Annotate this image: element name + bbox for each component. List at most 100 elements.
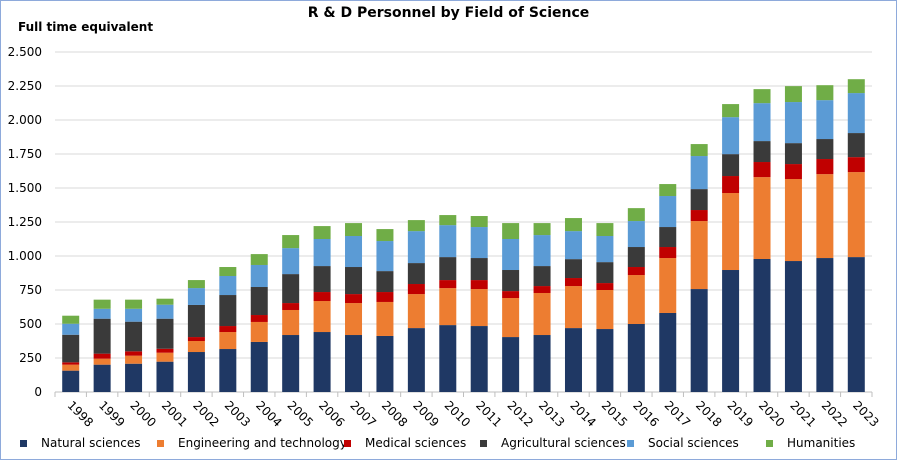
x-tick-label: 2020 bbox=[756, 398, 787, 429]
bar-segment bbox=[282, 335, 300, 392]
bar-segment bbox=[470, 216, 488, 228]
x-tick-label: 2016 bbox=[630, 398, 661, 429]
bar-segment bbox=[313, 332, 331, 392]
bar-segment bbox=[156, 298, 174, 305]
bar-segment bbox=[847, 79, 865, 94]
bar-segment bbox=[722, 270, 740, 392]
x-tick-label: 2002 bbox=[190, 398, 221, 429]
bar-segment bbox=[784, 179, 802, 262]
bar-segment bbox=[219, 326, 237, 333]
legend-label: Engineering and technology bbox=[178, 436, 347, 450]
x-tick-label: 2008 bbox=[379, 398, 410, 429]
bar-segment bbox=[816, 174, 834, 259]
bar-segment bbox=[282, 235, 300, 249]
bar-segment bbox=[784, 261, 802, 392]
bar-segment bbox=[219, 332, 237, 350]
bar-segment bbox=[784, 164, 802, 180]
bar-segment bbox=[439, 280, 457, 289]
x-tick-label: 2000 bbox=[127, 398, 158, 429]
bar-segment bbox=[187, 280, 205, 289]
y-tick-label: 1.000 bbox=[8, 249, 42, 263]
bar-segment bbox=[784, 86, 802, 103]
legend-swatch bbox=[627, 439, 634, 447]
bar-segment bbox=[407, 284, 425, 295]
bar-segment bbox=[564, 259, 582, 279]
bar-segment bbox=[282, 248, 300, 275]
bar-segment bbox=[313, 266, 331, 293]
legend-item: Social sciences bbox=[627, 436, 739, 450]
legend-label: Social sciences bbox=[648, 436, 739, 450]
bar-segment bbox=[250, 264, 268, 288]
bar-segment bbox=[690, 189, 708, 211]
x-tick-label: 1999 bbox=[96, 398, 127, 429]
x-tick-label: 2004 bbox=[253, 398, 284, 429]
bar-segment bbox=[125, 308, 143, 322]
bar-segment bbox=[470, 280, 488, 290]
bar-segment bbox=[816, 100, 834, 140]
y-tick-label: 250 bbox=[19, 351, 42, 365]
bar-segment bbox=[627, 247, 645, 268]
bar-segment bbox=[596, 283, 614, 290]
x-tick-label: 2012 bbox=[505, 398, 536, 429]
x-tick-label: 2001 bbox=[159, 398, 190, 429]
legend-swatch bbox=[344, 439, 351, 447]
bar-segment bbox=[502, 291, 520, 299]
bar-segment bbox=[816, 159, 834, 175]
bar-segment bbox=[313, 239, 331, 267]
bar-segment bbox=[847, 157, 865, 173]
bar-segment bbox=[376, 335, 394, 392]
bar-segment bbox=[439, 225, 457, 258]
bar-segment bbox=[690, 210, 708, 222]
bar-segment bbox=[470, 289, 488, 327]
legend-item: Humanities bbox=[766, 436, 855, 450]
legend-item: Natural sciences bbox=[20, 436, 140, 450]
bar-segment bbox=[502, 223, 520, 239]
bar-segment bbox=[596, 236, 614, 263]
bar-segment bbox=[722, 193, 740, 271]
legend-item: Engineering and technology bbox=[157, 436, 347, 450]
bar-segment bbox=[659, 247, 677, 259]
legend-label: Agricultural sciences bbox=[501, 436, 626, 450]
bar-segment bbox=[784, 102, 802, 144]
x-tick-label: 2007 bbox=[347, 398, 378, 429]
bar-segment bbox=[596, 290, 614, 330]
bar-segment bbox=[250, 341, 268, 392]
bar-segment bbox=[282, 303, 300, 310]
x-tick-label: 1998 bbox=[65, 398, 96, 429]
bar-segment bbox=[533, 235, 551, 267]
bar-segment bbox=[407, 328, 425, 392]
bar-segment bbox=[502, 270, 520, 292]
bar-segment bbox=[816, 139, 834, 160]
bar-segment bbox=[156, 318, 174, 349]
bar-segment bbox=[345, 267, 363, 295]
bar-segment bbox=[722, 154, 740, 177]
bar-segment bbox=[690, 144, 708, 157]
bar-segment bbox=[533, 292, 551, 336]
bar-segment bbox=[376, 229, 394, 242]
bar-segment bbox=[93, 358, 111, 365]
bar-segment bbox=[722, 176, 740, 194]
bar-segment bbox=[125, 355, 143, 364]
bar-segment bbox=[376, 271, 394, 293]
bar-segment bbox=[156, 304, 174, 319]
bar-segment bbox=[62, 362, 80, 365]
y-tick-label: 2.250 bbox=[8, 79, 42, 93]
bar-segment bbox=[250, 321, 268, 342]
bar-segment bbox=[753, 177, 771, 259]
bar-segment bbox=[407, 231, 425, 264]
bar-segment bbox=[533, 286, 551, 293]
bar-segment bbox=[596, 329, 614, 392]
bar-segment bbox=[753, 89, 771, 104]
bar-segment bbox=[533, 223, 551, 236]
bar-segment bbox=[627, 267, 645, 276]
x-tick-label: 2018 bbox=[693, 398, 724, 429]
bar-segment bbox=[62, 364, 80, 371]
bar-segment bbox=[93, 364, 111, 392]
y-tick-label: 1.750 bbox=[8, 147, 42, 161]
x-tick-label: 2010 bbox=[442, 398, 473, 429]
bar-segment bbox=[219, 267, 237, 276]
chart-title: R & D Personnel by Field of Science bbox=[307, 5, 590, 21]
bar-segment bbox=[125, 351, 143, 356]
x-tick-label: 2021 bbox=[787, 398, 818, 429]
bar-segment bbox=[187, 288, 205, 305]
